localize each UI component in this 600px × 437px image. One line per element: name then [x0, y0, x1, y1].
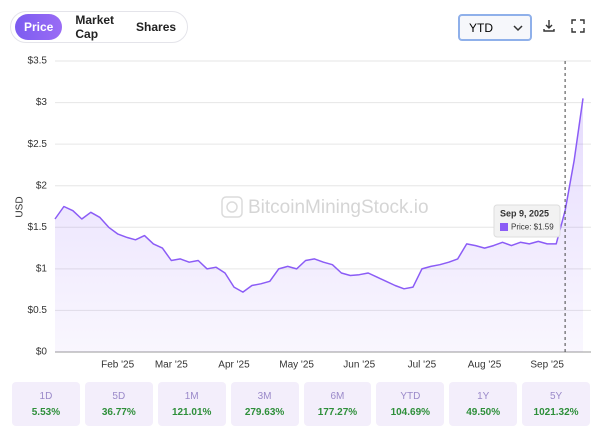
x-tick-label: May '25 [279, 360, 314, 371]
x-tick-label: Jun '25 [343, 360, 375, 371]
performance-card[interactable]: 6M 177.27% [303, 382, 372, 426]
performance-card[interactable]: 1D 5.53% [12, 382, 80, 426]
change-value: 104.69% [390, 407, 431, 418]
y-tick-label: $1.5 [28, 222, 48, 233]
tab-bar: Price Market Cap Shares [10, 11, 188, 43]
tab[interactable]: Shares [136, 20, 177, 34]
x-tick-label: Aug '25 [468, 360, 502, 371]
y-tick-label: $2.5 [28, 139, 48, 150]
performance-card[interactable]: YTD 104.69% [376, 382, 445, 426]
performance-card[interactable]: 5Y 1021.32% [522, 382, 590, 426]
x-tick-label: Jul '25 [408, 360, 437, 371]
tooltip: Sep 9, 2025 Price: $1.59 [493, 204, 561, 238]
range-select[interactable]: YTD [458, 14, 532, 41]
tooltip-date: Sep 9, 2025 [500, 208, 549, 218]
price-line [54, 98, 584, 293]
x-tick-label: Mar '25 [155, 360, 188, 371]
x-tick-label: Sep '25 [530, 360, 564, 371]
period-label: 3M [257, 391, 272, 402]
area [55, 98, 583, 353]
change-value: 121.01% [171, 407, 212, 418]
tooltip-swatch [500, 223, 508, 231]
tab[interactable]: Price [15, 14, 63, 40]
y-axis-label: USD [15, 196, 26, 217]
y-tick-label: $1 [36, 263, 48, 274]
tooltip-text: Price: $1.59 [511, 223, 554, 232]
change-value: 1021.32% [533, 407, 579, 418]
performance-card[interactable]: 1M 121.01% [157, 382, 226, 426]
watermark-text: BitcoinMiningStock.io [248, 197, 429, 218]
change-value: 36.77% [101, 407, 136, 418]
tooltip-box [493, 204, 561, 238]
download-button[interactable] [542, 19, 556, 33]
period-label: 1M [184, 391, 199, 402]
period-label: 1Y [477, 391, 490, 402]
y-tick-label: $0.5 [28, 305, 48, 316]
change-value: 5.53% [31, 407, 61, 418]
chart: USD BitcoinMiningStock.io $0 $0.5 $1 $1.5 $2… [15, 56, 591, 371]
period-label: 5D [112, 391, 126, 402]
chevron [513, 25, 523, 32]
x-tick-label: Apr '25 [218, 360, 250, 371]
performance-cards: 1D 5.53% 5D 36.77% 1M 121.01% 3M 279.63% 6M 177.2… [12, 382, 590, 426]
y-tick-label: $3 [36, 97, 48, 108]
y-tick-label: $2 [36, 180, 48, 191]
period-label: YTD [400, 391, 421, 402]
y-tick-label: $3.5 [28, 56, 48, 67]
watermark: BitcoinMiningStock.io [221, 196, 429, 218]
change-value: 177.27% [317, 407, 358, 418]
tab[interactable]: Market Cap [75, 13, 115, 41]
y-tick-label: $0 [36, 347, 48, 358]
period-label: 5Y [549, 391, 563, 402]
performance-card[interactable]: 1Y 49.50% [449, 382, 518, 426]
change-value: 279.63% [244, 407, 285, 418]
x-tick-label: Feb '25 [101, 360, 134, 371]
range-value: YTD [469, 20, 493, 35]
period-label: 6M [330, 391, 345, 402]
fullscreen-button[interactable] [571, 19, 585, 33]
change-value: 49.50% [466, 407, 501, 418]
period-label: 1D [39, 391, 53, 402]
performance-card[interactable]: 3M 279.63% [230, 382, 299, 426]
performance-card[interactable]: 5D 36.77% [84, 382, 153, 426]
